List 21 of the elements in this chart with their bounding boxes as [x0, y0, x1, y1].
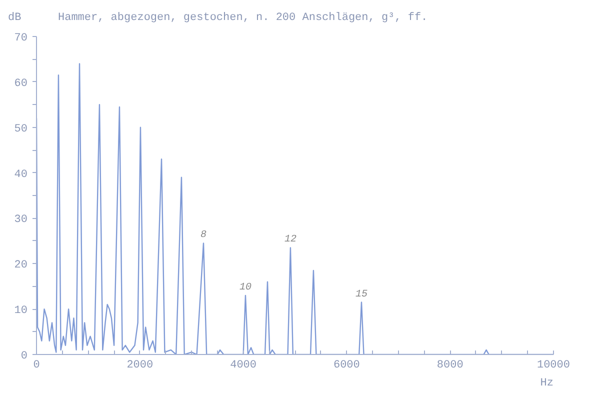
- x-tick-label: 2000: [126, 360, 154, 372]
- x-tick-label: 8000: [436, 360, 464, 372]
- x-axis-title: Hz: [540, 378, 554, 390]
- x-tick-label: 0: [33, 360, 40, 372]
- annotation: 10: [239, 282, 252, 294]
- y-tick-label: 70: [14, 32, 28, 44]
- x-tick-label: 4000: [230, 360, 257, 372]
- x-tick-label: 10000: [536, 360, 570, 372]
- y-tick-label: 40: [14, 168, 28, 181]
- annotation: 8: [200, 230, 207, 242]
- y-tick-label: 20: [14, 260, 28, 272]
- y-tick-label: 10: [14, 305, 28, 318]
- y-axis-title: dB: [8, 12, 22, 24]
- y-tick-label: 50: [14, 123, 28, 136]
- annotation: 15: [355, 289, 368, 300]
- y-tick-label: 30: [14, 214, 28, 226]
- y-tick-label: 0: [20, 350, 28, 362]
- x-tick-label: 6000: [334, 360, 360, 372]
- y-tick-label: 60: [14, 78, 28, 90]
- chart-title: Hammer, abgezogen, gestochen, n. 200 Anschlägen, g³, ff.: [58, 12, 428, 24]
- annotation: 12: [284, 234, 296, 246]
